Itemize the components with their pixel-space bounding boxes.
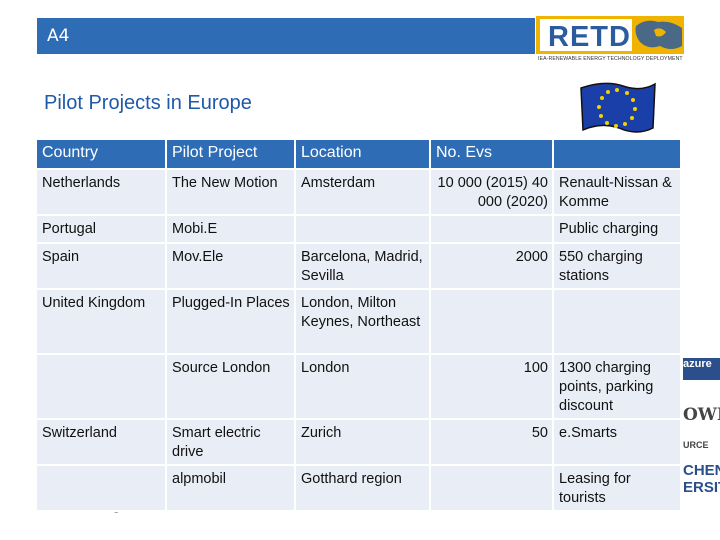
cell-details: Public charging [554,216,682,244]
table-row: alpmobil Gotthard region Leasing for tou… [37,466,682,512]
eu-flag-icon [580,82,656,133]
cell-details [554,290,682,355]
cell-location: Barcelona, Madrid, Sevilla [296,244,431,290]
column-header-pilot-project: Pilot Project [167,140,296,170]
column-header-country: Country [37,140,167,170]
cell-pilot-project: Mov.Ele [167,244,296,290]
cell-pilot-project: The New Motion [167,170,296,216]
side-logo-university: CHEN ERSITY [683,462,720,500]
cell-country: Netherlands [37,170,167,216]
cell-pilot-project: alpmobil [167,466,296,512]
side-logo-azure: azure [683,358,720,380]
logo-wordmark: RETD [548,21,631,53]
retd-logo: RETD IEA-RENEWABLE ENERGY TECHNOLOGY DEP… [536,16,684,66]
table-row: United Kingdom Plugged-In Places London,… [37,290,682,355]
section-header-bar: A4 [37,18,535,54]
cell-location: Zurich [296,420,431,466]
cell-details: e.Smarts [554,420,682,466]
table-row: Netherlands The New Motion Amsterdam 10 … [37,170,682,216]
logo-subtitle: IEA-RENEWABLE ENERGY TECHNOLOGY DEPLOYME… [538,56,683,62]
column-header-location: Location [296,140,431,170]
cell-location [296,216,431,244]
cell-pilot-project: Smart electric drive [167,420,296,466]
globe-map-icon [635,20,682,49]
pilot-projects-table: Country Pilot Project Location No. Evs N… [37,140,682,512]
column-header-no-evs: No. Evs [431,140,554,170]
column-header-details [554,140,682,170]
table-row: Switzerland Smart electric drive Zurich … [37,420,682,466]
cell-no-evs: 50 [431,420,554,466]
cell-country: Portugal [37,216,167,244]
cell-location: Gotthard region [296,466,431,512]
cell-no-evs [431,216,554,244]
cell-pilot-project: Source London [167,355,296,420]
cell-country: United Kingdom [37,290,167,355]
cell-location: London, Milton Keynes, Northeast [296,290,431,355]
side-logo-owi: OWI [683,405,720,427]
cell-country: Spain [37,244,167,290]
cell-country [37,466,167,512]
cell-no-evs [431,466,554,512]
cell-location: Amsterdam [296,170,431,216]
cell-details: 550 charging stations [554,244,682,290]
page-title: Pilot Projects in Europe [44,92,252,114]
table-header-row: Country Pilot Project Location No. Evs [37,140,682,170]
cell-country [37,355,167,420]
table-row: Source London London 100 1300 charging p… [37,355,682,420]
cell-details: Leasing for tourists [554,466,682,512]
cell-details: 1300 charging points, parking discount [554,355,682,420]
cell-no-evs: 10 000 (2015) 40 000 (2020) [431,170,554,216]
cell-pilot-project: Mobi.E [167,216,296,244]
cell-pilot-project: Plugged-In Places [167,290,296,355]
table-row: Portugal Mobi.E Public charging [37,216,682,244]
cell-no-evs: 2000 [431,244,554,290]
side-logo-urce: URCE [683,440,720,462]
cell-no-evs: 100 [431,355,554,420]
table-row: Spain Mov.Ele Barcelona, Madrid, Sevilla… [37,244,682,290]
cell-no-evs [431,290,554,355]
section-tag: A4 [47,26,70,46]
cell-location: London [296,355,431,420]
cell-details: Renault-Nissan & Komme [554,170,682,216]
cell-country: Switzerland [37,420,167,466]
